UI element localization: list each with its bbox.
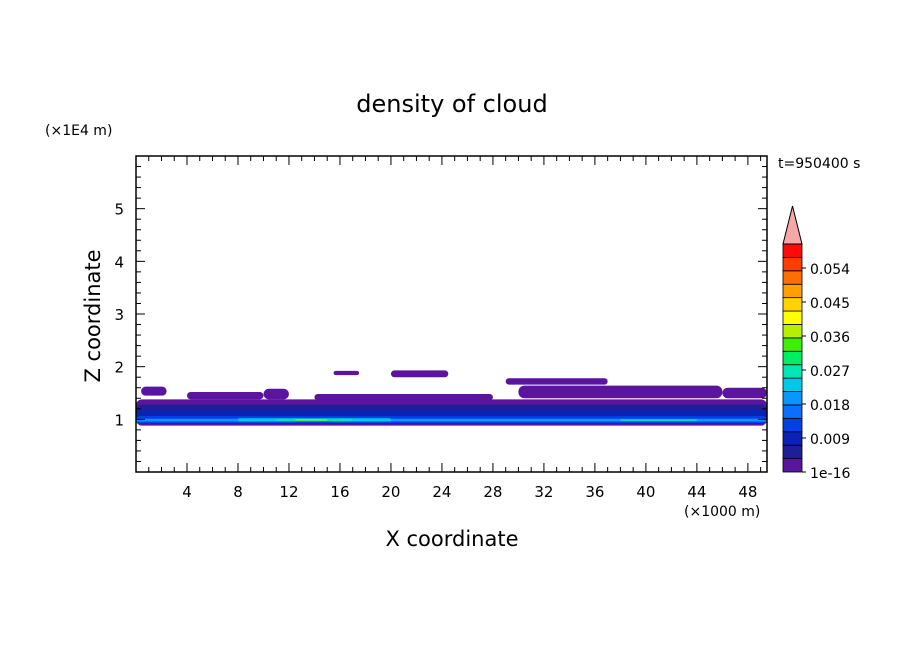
colorbar-segment xyxy=(782,391,803,406)
contour-region-2 xyxy=(186,391,264,400)
colorbar-segment xyxy=(782,431,803,446)
y-tick-label: 2 xyxy=(114,359,124,377)
x-tick-label: 36 xyxy=(585,483,604,501)
contour-region-8 xyxy=(518,385,723,399)
x-tick-label: 12 xyxy=(279,483,298,501)
contour-region-6 xyxy=(390,370,449,378)
contour-region-9 xyxy=(722,387,767,399)
colorbar-segment xyxy=(782,404,803,419)
y-axis-label: Z coordinate xyxy=(81,249,105,382)
plot-area xyxy=(136,370,767,426)
colorbar-label: 0.036 xyxy=(810,330,850,346)
contour-region-1 xyxy=(141,386,167,396)
x-tick-label: 44 xyxy=(687,483,706,501)
colorbar-segment xyxy=(782,310,803,325)
x-axis-label: X coordinate xyxy=(385,527,518,551)
colorbar-label: 1e-16 xyxy=(810,466,850,482)
y-tick-label: 5 xyxy=(114,201,124,219)
x-tick-label: 48 xyxy=(738,483,757,501)
x-axis-unit: (×1000 m) xyxy=(684,504,760,520)
colorbar-label: 0.027 xyxy=(810,364,850,380)
colorbar-segment xyxy=(782,350,803,366)
colorbar-label: 0.018 xyxy=(810,398,850,414)
time-label: t=950400 s xyxy=(778,156,860,172)
colorbar-segment xyxy=(782,283,803,299)
colorbar-label: 0.054 xyxy=(810,262,850,278)
colorbar: 1e-16 0.009 0.018 0.027 0.036 0.045 0.054 xyxy=(782,205,850,482)
x-tick-label: 40 xyxy=(636,483,655,501)
x-tick-label: 4 xyxy=(182,483,192,501)
y-axis-unit: (×1E4 m) xyxy=(45,123,112,139)
colorbar-segment xyxy=(782,444,803,459)
x-tick-label: 16 xyxy=(330,483,349,501)
colorbar-label: 0.009 xyxy=(810,432,850,448)
colorbar-extend-arrow xyxy=(782,205,803,245)
x-tick-label: 32 xyxy=(534,483,553,501)
colorbar-segment xyxy=(782,458,803,473)
colorbar-segment xyxy=(782,364,803,379)
contour-region-7 xyxy=(505,378,608,385)
colorbar-label: 0.045 xyxy=(810,296,850,312)
x-tick-label: 8 xyxy=(233,483,243,501)
colorbar-segment xyxy=(782,270,803,285)
colorbar-segment xyxy=(782,257,803,272)
x-tick-label: 28 xyxy=(483,483,502,501)
contour-region-5 xyxy=(333,370,360,376)
colorbar-segment xyxy=(782,377,803,392)
y-tick-label: 3 xyxy=(114,306,124,324)
x-tick-label: 24 xyxy=(432,483,451,501)
contour-region-3 xyxy=(263,388,289,400)
contour-region-4 xyxy=(314,394,493,401)
contour-region-18 xyxy=(620,419,697,421)
colorbar-segment xyxy=(782,324,803,339)
contour-region-17 xyxy=(295,419,328,421)
x-tick-label: 20 xyxy=(381,483,400,501)
colorbar-segment xyxy=(782,297,803,312)
colorbar-segment xyxy=(782,337,803,352)
colorbar-segment xyxy=(782,417,803,433)
colorbar-segment xyxy=(782,243,803,258)
y-tick-label: 1 xyxy=(114,411,124,429)
chart-title: density of cloud xyxy=(356,90,547,118)
y-tick-label: 4 xyxy=(114,253,124,271)
